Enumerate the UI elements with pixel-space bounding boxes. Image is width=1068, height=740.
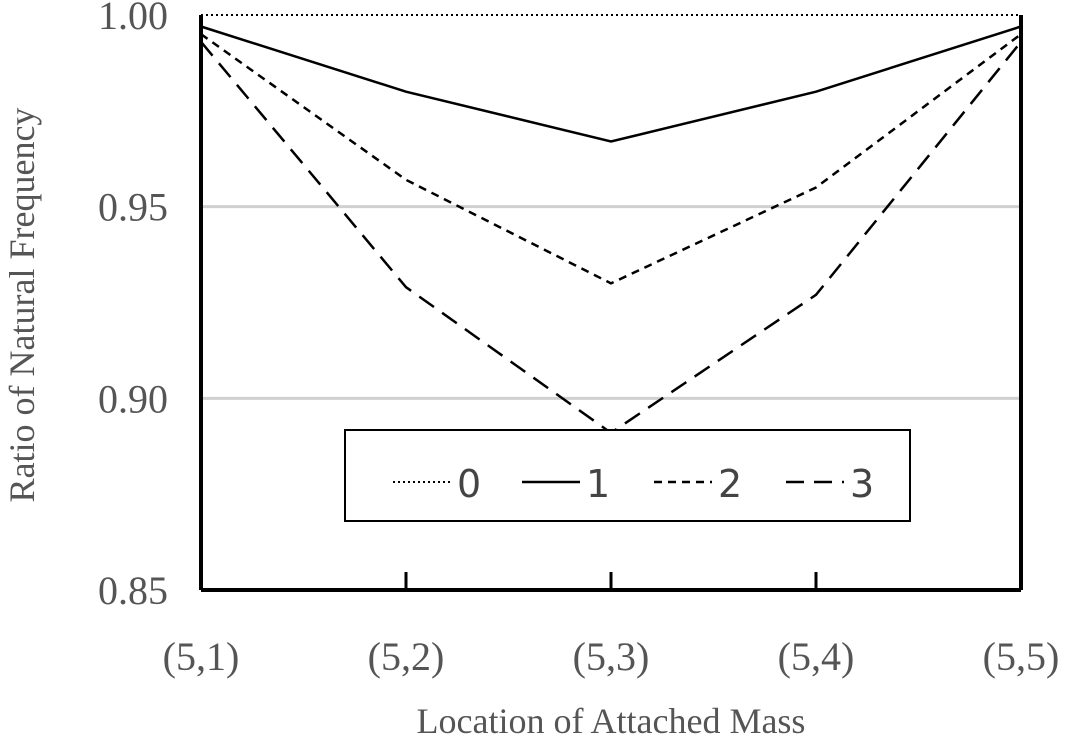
x-axis-label: Location of Attached Mass (417, 701, 806, 740)
legend-label: 0 (457, 462, 481, 506)
x-tick-label: (5,5) (983, 634, 1060, 679)
y-tick-label: 0.95 (98, 185, 168, 230)
series-line-1 (200, 25, 1022, 143)
y-axis-label: Ratio of Natural Frequency (2, 108, 42, 503)
series-line-3 (200, 41, 1022, 435)
y-tick-label: 0.90 (98, 376, 168, 421)
legend: 0 1 2 3 (344, 429, 911, 522)
legend-label: 2 (718, 462, 742, 506)
series-line-2 (200, 33, 1022, 285)
x-tick-label: (5,4) (778, 634, 855, 679)
x-tick-label: (5,2) (368, 634, 445, 679)
x-tick-label: (5,3) (573, 634, 650, 679)
x-tick-label: (5,1) (163, 634, 240, 679)
y-tick-label: 0.85 (98, 568, 168, 613)
legend-label: 1 (586, 462, 610, 506)
legend-label: 3 (850, 462, 874, 506)
legend-box (344, 429, 911, 522)
y-tick-label: 1.00 (98, 0, 168, 38)
